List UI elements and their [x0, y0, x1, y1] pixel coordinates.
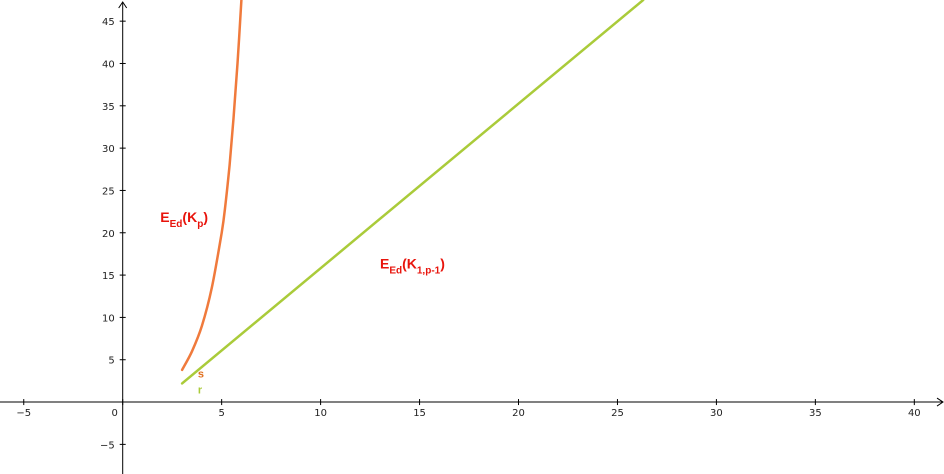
x-tick-label: 40	[908, 408, 921, 419]
point-label-s: s	[198, 368, 204, 380]
series-k1p1-line	[180, 0, 645, 385]
y-tick-label: −5	[100, 440, 115, 451]
y-tick-label: 25	[102, 186, 115, 197]
x-tick-label: 0	[112, 408, 118, 419]
y-tick-label: 40	[102, 59, 115, 70]
x-axis-arrow	[936, 397, 944, 407]
y-tick-label: 45	[102, 17, 115, 28]
curve-labels: EEd(Kp) EEd(K1,p-1) sr	[160, 209, 445, 397]
x-tick-label: 35	[809, 408, 822, 419]
y-axis-arrow	[118, 1, 128, 9]
y-tick-label: 10	[102, 313, 115, 324]
y-tick-label: 5	[108, 356, 114, 367]
x-tick-label: 15	[413, 408, 426, 419]
series-k1p1-label: EEd(K1,p-1)	[380, 255, 445, 276]
x-tick-label: 20	[512, 408, 525, 419]
x-tick-label: 5	[218, 408, 224, 419]
y-tick-label: 20	[102, 229, 115, 240]
y-tick-label: 35	[102, 102, 115, 113]
x-tick-label: 10	[314, 408, 327, 419]
x-tick-label: 30	[710, 408, 723, 419]
x-tick-label: −5	[16, 408, 31, 419]
y-tick-label: 15	[102, 271, 115, 282]
series-kp-label: EEd(Kp)	[160, 209, 208, 230]
x-tick-label: 25	[611, 408, 624, 419]
y-tick-label: 30	[102, 144, 115, 155]
curves	[180, 0, 645, 385]
series-kp-curve	[180, 0, 243, 372]
tick-labels: −5 0 5 10 15 20 25 30 35 40 −5 5 10 15 20 25 30 35 40 45	[16, 17, 920, 451]
point-label-r: r	[198, 384, 203, 396]
